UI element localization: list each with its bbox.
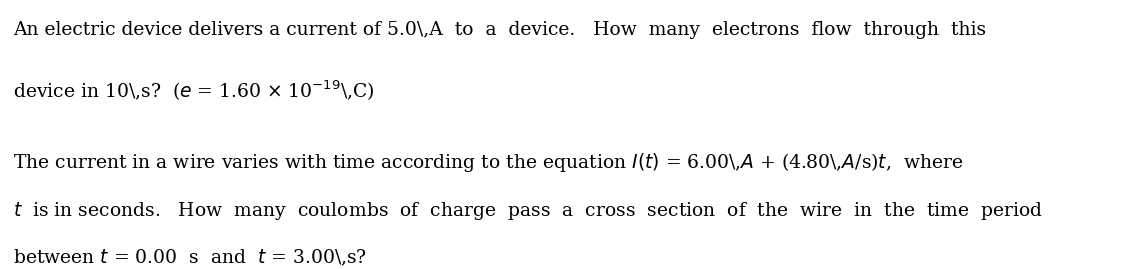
Text: device in 10\,s?  ($e$ = 1.60 $\times$ 10$^{-19}$\,C): device in 10\,s? ($e$ = 1.60 $\times$ 10… [14,79,375,103]
Text: The current in a wire varies with time according to the equation $I(t)$ = 6.00\,: The current in a wire varies with time a… [14,151,963,174]
Text: between $t$ = 0.00  s  and  $t$ = 3.00\,s?: between $t$ = 0.00 s and $t$ = 3.00\,s? [14,248,367,268]
Text: $t$  is in seconds.   How  many  coulombs  of  charge  pass  a  cross  section  : $t$ is in seconds. How many coulombs of … [14,200,1044,222]
Text: An electric device delivers a current of 5.0\,A  to  a  device.   How  many  ele: An electric device delivers a current of… [14,21,986,39]
